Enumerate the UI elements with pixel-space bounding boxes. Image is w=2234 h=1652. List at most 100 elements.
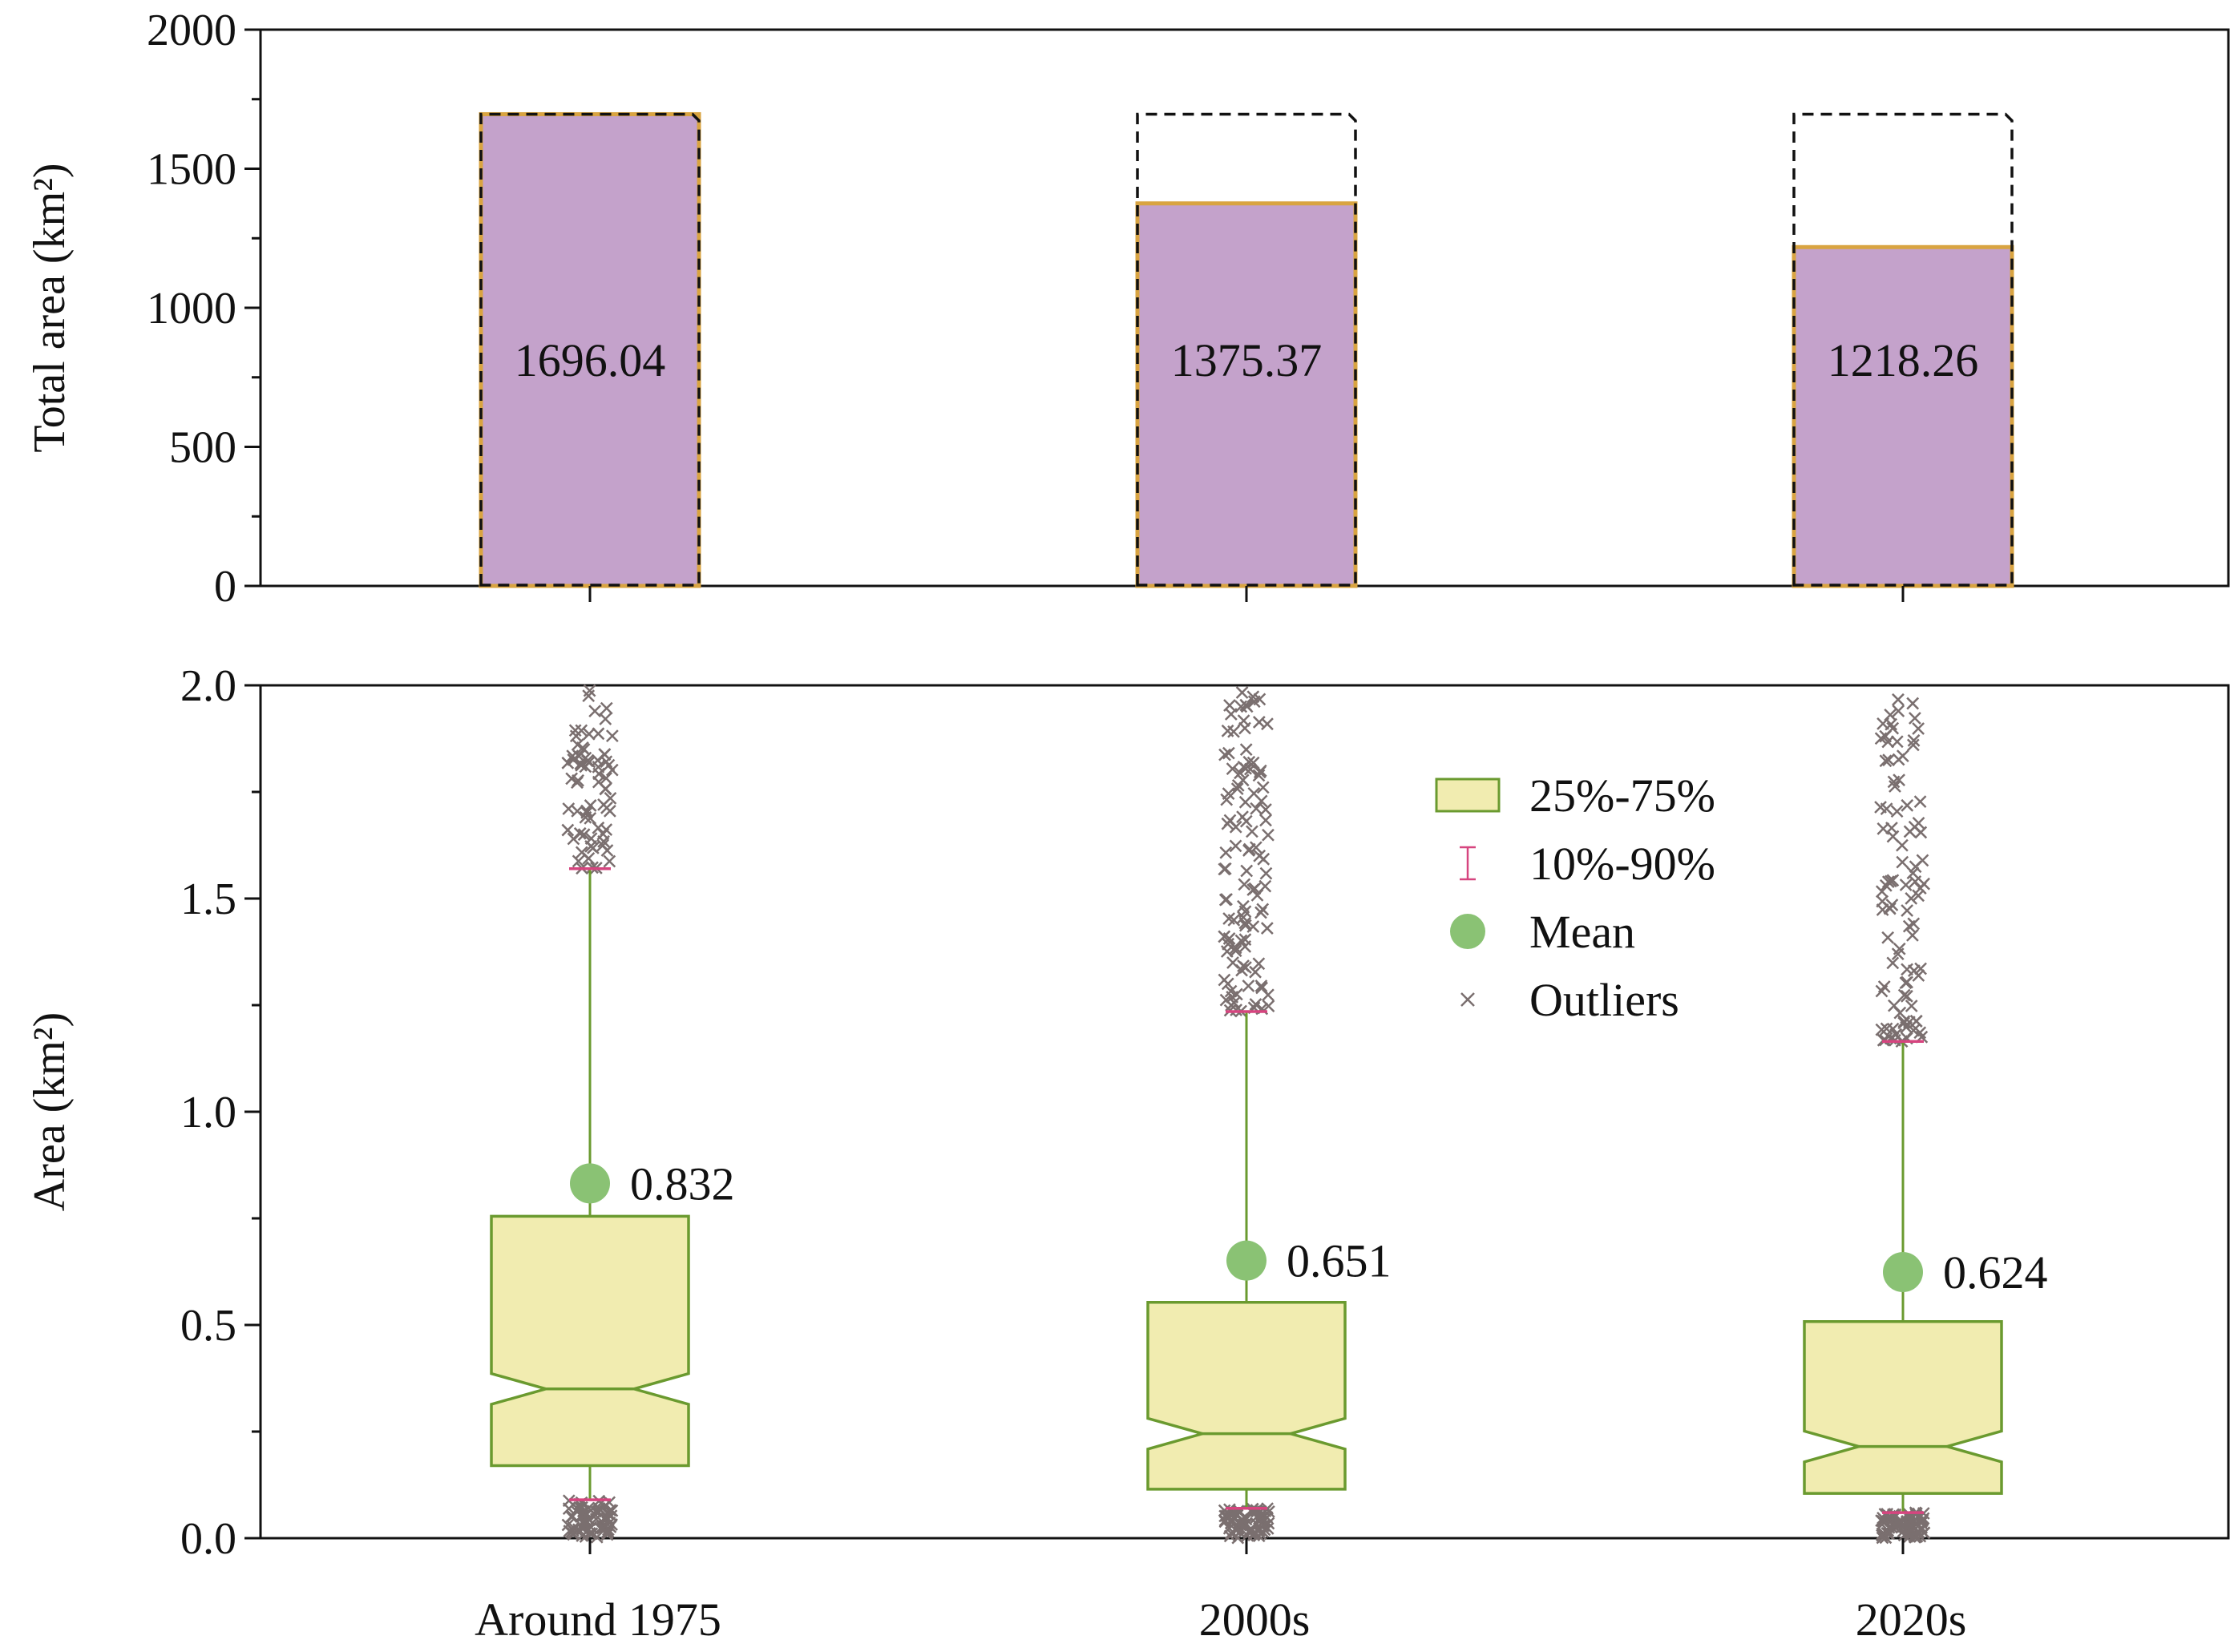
outlier-marker bbox=[1253, 693, 1266, 706]
outlier-marker bbox=[1259, 866, 1273, 880]
outlier-marker bbox=[1239, 743, 1253, 757]
outlier-marker bbox=[1899, 879, 1913, 891]
outlier-marker bbox=[592, 775, 605, 789]
outlier-marker bbox=[1902, 919, 1916, 933]
outlier-marker bbox=[1230, 1004, 1242, 1016]
outlier-marker bbox=[1914, 826, 1928, 839]
outlier-marker bbox=[1249, 998, 1262, 1011]
legend-label: Mean bbox=[1529, 906, 1635, 958]
outlier-marker bbox=[1879, 754, 1893, 768]
outlier-marker bbox=[600, 823, 613, 836]
outlier-marker bbox=[1876, 1514, 1889, 1528]
area-box-chart: 0.0 0.5 1.0 1.5 2.0 0.832 0.651 0.624 25%-75% 1… bbox=[25, 586, 2230, 1646]
outlier-marker bbox=[1896, 855, 1909, 869]
outlier-marker bbox=[1237, 714, 1250, 728]
outlier-marker bbox=[1913, 882, 1927, 895]
outlier-marker bbox=[1892, 705, 1905, 717]
outlier-marker bbox=[1254, 906, 1267, 919]
outlier-marker bbox=[1876, 903, 1889, 916]
outlier-marker bbox=[603, 854, 616, 868]
outlier-marker bbox=[571, 738, 584, 751]
outlier-marker bbox=[577, 828, 591, 842]
legend: 25%-75% 10%-90% Mean Outliers bbox=[1435, 769, 1715, 1026]
outlier-marker bbox=[1235, 963, 1248, 977]
outlier-marker bbox=[1890, 805, 1904, 818]
outlier-marker bbox=[1901, 904, 1914, 917]
legend-label: 25%-75% bbox=[1529, 769, 1715, 822]
bottom-y-tick-label: 1.0 bbox=[180, 1088, 236, 1137]
outlier-marker bbox=[1222, 787, 1235, 801]
outlier-marker bbox=[1259, 814, 1272, 827]
bar bbox=[479, 111, 701, 588]
mean-value-label: 0.651 bbox=[1287, 1235, 1392, 1287]
outlier-marker bbox=[1262, 1000, 1275, 1013]
outlier-marker bbox=[1238, 878, 1251, 891]
outlier-marker bbox=[573, 826, 587, 840]
outlier-marker bbox=[1909, 1015, 1923, 1028]
outlier-marker bbox=[1240, 700, 1254, 713]
outlier-marker bbox=[1231, 779, 1245, 792]
outlier-marker bbox=[1219, 846, 1233, 859]
outlier-marker bbox=[1885, 822, 1898, 834]
mean-marker bbox=[1226, 1240, 1266, 1281]
outlier-marker bbox=[598, 748, 612, 761]
mean-marker bbox=[570, 1163, 610, 1204]
interquartile-box bbox=[490, 1214, 690, 1468]
outlier-marker bbox=[1906, 928, 1919, 942]
bar-value-label: 1375.37 bbox=[1171, 334, 1323, 386]
outlier-marker bbox=[1255, 981, 1268, 995]
outlier-marker bbox=[1262, 828, 1275, 842]
outlier-marker bbox=[584, 812, 597, 825]
x-tick-label: 2020s bbox=[1856, 1593, 1967, 1646]
outlier-marker bbox=[1896, 838, 1909, 852]
outlier-marker bbox=[1227, 996, 1241, 1009]
outlier-marker bbox=[1239, 761, 1252, 775]
bottom-y-tick-label: 0.0 bbox=[180, 1514, 236, 1564]
bottom-y-axis: 0.0 0.5 1.0 1.5 2.0 bbox=[180, 661, 261, 1564]
legend-range-swatch bbox=[1460, 846, 1476, 881]
outlier-marker bbox=[1893, 1515, 1907, 1529]
bottom-y-axis-label: Area (km²) bbox=[25, 1012, 75, 1211]
outlier-marker bbox=[1220, 1509, 1234, 1522]
outlier-marker bbox=[592, 821, 605, 834]
top-y-axis: 0 500 1000 1500 2000 bbox=[147, 6, 261, 612]
outlier-marker bbox=[584, 832, 598, 845]
outlier-marker bbox=[1230, 988, 1243, 1001]
interquartile-box bbox=[1803, 1319, 2003, 1495]
outlier-marker bbox=[1905, 891, 1918, 905]
outlier-marker bbox=[1890, 735, 1904, 749]
outlier-marker bbox=[565, 772, 579, 786]
outlier-marker bbox=[582, 727, 596, 741]
outlier-marker bbox=[590, 1530, 604, 1544]
outlier-marker bbox=[1253, 849, 1266, 862]
outlier-marker bbox=[596, 1522, 609, 1535]
total-area-bar-chart: 0 500 1000 1500 2000 1696.04 1375.37 1218.26 T… bbox=[25, 6, 2230, 612]
outlier-marker bbox=[1897, 988, 1911, 1002]
outlier-marker bbox=[1259, 803, 1272, 816]
outlier-marker bbox=[1892, 693, 1905, 706]
outlier-marker bbox=[1875, 1023, 1889, 1036]
outlier-marker bbox=[1242, 979, 1255, 992]
outlier-marker bbox=[1914, 1517, 1928, 1530]
outlier-marker bbox=[1252, 957, 1266, 971]
outlier-marker bbox=[601, 1508, 615, 1521]
outlier-marker bbox=[1237, 899, 1250, 913]
bar-value-label: 1696.04 bbox=[515, 334, 666, 386]
outlier-marker bbox=[576, 1529, 589, 1542]
outlier-marker bbox=[566, 1509, 580, 1523]
outlier-marker bbox=[1901, 989, 1913, 1003]
bottom-y-tick-label: 0.5 bbox=[180, 1301, 236, 1351]
legend-box-swatch bbox=[1435, 778, 1501, 813]
outlier-marker bbox=[1906, 866, 1920, 880]
outlier-marker bbox=[1238, 919, 1252, 932]
outlier-marker bbox=[572, 854, 585, 868]
outlier-marker bbox=[1908, 1530, 1921, 1544]
outlier-marker bbox=[1242, 755, 1256, 769]
outlier-marker bbox=[575, 846, 588, 859]
outlier-marker bbox=[1234, 934, 1248, 947]
outlier-marker bbox=[567, 753, 580, 766]
x-axis: Around 1975 2000s 2020s bbox=[475, 586, 1966, 1646]
outlier-marker bbox=[1893, 942, 1906, 955]
outlier-marker bbox=[1249, 965, 1262, 979]
outlier-marker bbox=[1225, 1516, 1238, 1529]
